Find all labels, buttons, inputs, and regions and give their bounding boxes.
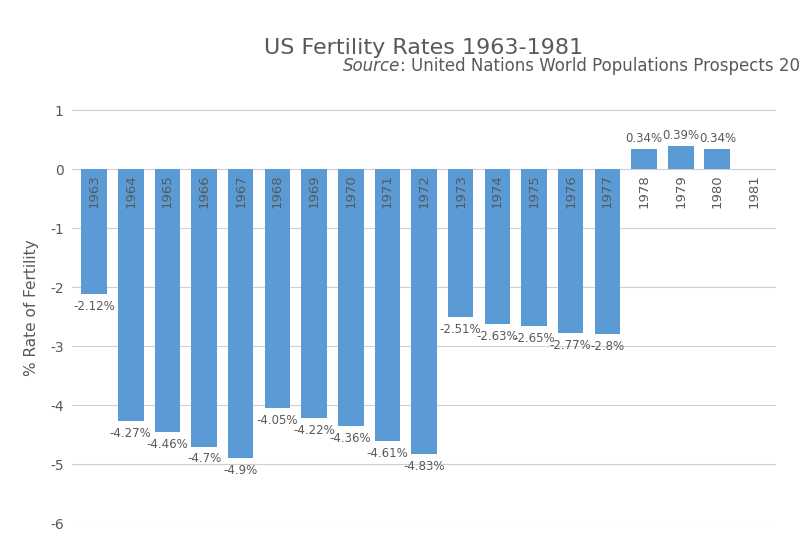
Text: 1976: 1976: [564, 174, 577, 208]
Title: US Fertility Rates 1963-1981: US Fertility Rates 1963-1981: [265, 38, 583, 58]
Bar: [228, 169, 254, 458]
Text: Source: Source: [342, 57, 400, 75]
Text: -4.05%: -4.05%: [257, 414, 298, 427]
Y-axis label: % Rate of Fertility: % Rate of Fertility: [24, 240, 39, 376]
Text: 1978: 1978: [638, 174, 650, 208]
Text: 1971: 1971: [381, 174, 394, 208]
Bar: [81, 169, 107, 294]
Text: 1981: 1981: [747, 174, 761, 208]
Text: -4.27%: -4.27%: [110, 427, 151, 440]
Text: -2.77%: -2.77%: [550, 338, 591, 352]
Text: -2.51%: -2.51%: [440, 323, 482, 336]
Text: 1975: 1975: [527, 174, 541, 208]
Text: 1972: 1972: [418, 174, 430, 208]
Bar: [631, 149, 657, 169]
Text: -4.7%: -4.7%: [187, 452, 221, 465]
Bar: [411, 169, 437, 454]
Text: 1968: 1968: [271, 174, 284, 208]
Text: 1974: 1974: [491, 174, 504, 208]
Text: -4.46%: -4.46%: [146, 438, 188, 451]
Bar: [705, 149, 730, 169]
Text: 1977: 1977: [601, 174, 614, 208]
Bar: [338, 169, 363, 427]
Bar: [668, 146, 694, 169]
Bar: [485, 169, 510, 324]
Text: 1980: 1980: [711, 174, 724, 208]
Bar: [154, 169, 180, 432]
Text: 0.34%: 0.34%: [698, 131, 736, 144]
Bar: [374, 169, 400, 441]
Text: -4.36%: -4.36%: [330, 432, 371, 445]
Bar: [594, 169, 620, 335]
Bar: [448, 169, 474, 317]
Text: 1963: 1963: [87, 174, 101, 208]
Bar: [265, 169, 290, 408]
Text: 1973: 1973: [454, 174, 467, 208]
Bar: [191, 169, 217, 446]
Text: 1965: 1965: [161, 174, 174, 208]
Text: -4.83%: -4.83%: [403, 460, 445, 473]
Text: 0.34%: 0.34%: [626, 131, 662, 144]
Text: -4.22%: -4.22%: [293, 424, 335, 437]
Text: 0.39%: 0.39%: [662, 129, 699, 142]
Text: -4.61%: -4.61%: [366, 447, 408, 460]
Text: 1967: 1967: [234, 174, 247, 208]
Text: -2.8%: -2.8%: [590, 341, 624, 353]
Text: 1966: 1966: [198, 174, 210, 208]
Text: -2.63%: -2.63%: [477, 330, 518, 343]
Text: -2.65%: -2.65%: [513, 331, 555, 344]
Text: 1964: 1964: [124, 174, 137, 208]
Text: : United Nations World Populations Prospects 2019: : United Nations World Populations Prosp…: [400, 57, 800, 75]
Bar: [118, 169, 143, 421]
Text: 1970: 1970: [344, 174, 357, 208]
Bar: [301, 169, 327, 418]
Text: -4.9%: -4.9%: [223, 464, 258, 477]
Bar: [558, 169, 583, 332]
Text: -2.12%: -2.12%: [73, 300, 115, 313]
Bar: [521, 169, 547, 325]
Text: 1979: 1979: [674, 174, 687, 208]
Text: 1969: 1969: [307, 174, 321, 208]
